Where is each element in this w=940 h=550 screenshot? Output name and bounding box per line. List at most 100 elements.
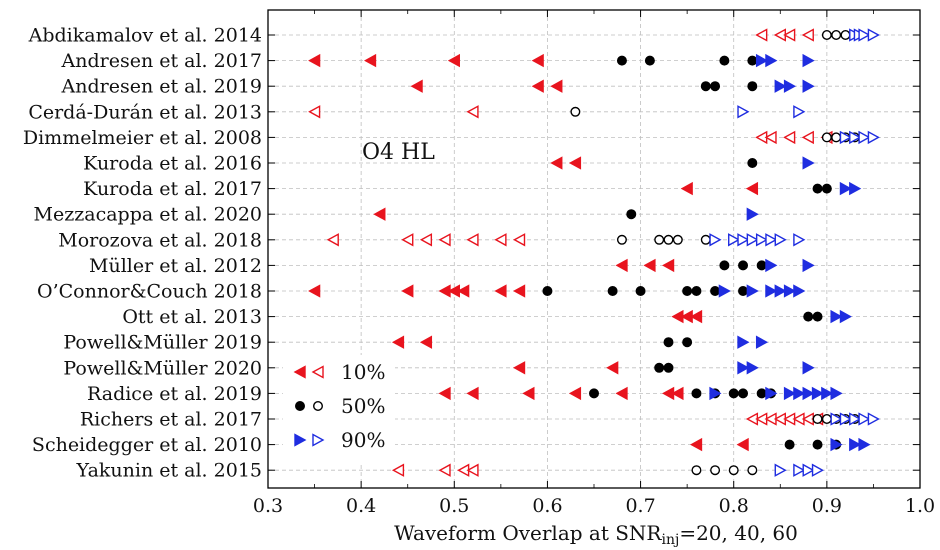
point-10pct bbox=[466, 233, 479, 247]
point-90pct bbox=[746, 284, 759, 298]
point-10pct bbox=[568, 156, 582, 170]
y-tick-label: Andresen et al. 2017 bbox=[61, 50, 262, 72]
point-90pct bbox=[802, 386, 815, 401]
point-10pct bbox=[690, 309, 703, 324]
point-10pct bbox=[447, 53, 460, 68]
point-10pct bbox=[308, 53, 321, 68]
point-90pct bbox=[765, 53, 778, 68]
point-90pct bbox=[737, 361, 750, 375]
point-10pct bbox=[401, 284, 414, 298]
point-10pct bbox=[801, 130, 814, 145]
point-50pct bbox=[616, 55, 627, 66]
point-10pct bbox=[466, 386, 479, 401]
y-tick-label: Richers et al. 2017 bbox=[80, 409, 262, 431]
y-tick-label: Powell&Müller 2020 bbox=[63, 357, 262, 379]
legend-label: 10% bbox=[341, 360, 385, 384]
point-90pct bbox=[867, 130, 880, 145]
point-90pct bbox=[728, 233, 741, 247]
point-50pct bbox=[728, 388, 739, 399]
data-points bbox=[308, 28, 880, 477]
point-50pct bbox=[700, 81, 711, 92]
point-10pct bbox=[550, 79, 563, 93]
point-90pct bbox=[755, 233, 769, 247]
point-10pct bbox=[326, 233, 339, 247]
point-10pct bbox=[438, 233, 451, 247]
point-50pct bbox=[831, 132, 842, 143]
point-10pct bbox=[662, 258, 675, 273]
point-50pct bbox=[663, 362, 674, 373]
point-90pct bbox=[774, 233, 787, 247]
point-50pct bbox=[570, 106, 581, 117]
y-tick-label: Morozova et al. 2018 bbox=[58, 229, 262, 251]
y-tick-label: Powell&Müller 2019 bbox=[63, 332, 262, 354]
point-90pct bbox=[737, 105, 750, 119]
legend-marker-open bbox=[313, 401, 324, 412]
point-90pct bbox=[709, 386, 722, 401]
point-10pct bbox=[531, 79, 544, 93]
point-10pct bbox=[391, 335, 405, 349]
point-90pct bbox=[839, 130, 852, 145]
point-50pct bbox=[821, 183, 832, 194]
y-tick-label: Scheidegger et al. 2010 bbox=[32, 434, 262, 456]
point-10pct bbox=[513, 284, 526, 298]
point-50pct bbox=[691, 388, 702, 399]
x-tick-label: 0.9 bbox=[812, 495, 842, 517]
point-50pct bbox=[719, 260, 730, 271]
point-10pct bbox=[438, 386, 451, 401]
legend-label: 50% bbox=[341, 394, 385, 418]
point-50pct bbox=[682, 286, 693, 297]
point-90pct bbox=[746, 361, 759, 375]
point-50pct bbox=[821, 30, 832, 41]
point-50pct bbox=[803, 311, 814, 322]
point-10pct bbox=[643, 258, 656, 273]
point-50pct bbox=[756, 388, 767, 399]
point-50pct bbox=[812, 414, 823, 425]
point-90pct bbox=[765, 233, 778, 247]
point-50pct bbox=[663, 234, 674, 245]
point-50pct bbox=[831, 30, 842, 41]
point-50pct bbox=[682, 337, 693, 348]
point-90pct bbox=[709, 233, 722, 247]
point-90pct bbox=[802, 156, 815, 170]
point-50pct bbox=[700, 234, 711, 245]
point-90pct bbox=[839, 309, 852, 324]
point-50pct bbox=[840, 30, 851, 41]
point-50pct bbox=[691, 465, 702, 476]
x-axis-label: Waveform Overlap at SNRinj=20, 40, 60 bbox=[394, 521, 798, 548]
point-50pct bbox=[812, 183, 823, 194]
point-90pct bbox=[793, 284, 806, 298]
x-tick-label: 0.6 bbox=[532, 495, 562, 517]
legend-marker-filled bbox=[294, 433, 307, 447]
point-10pct bbox=[373, 207, 386, 221]
y-tick-label: Abdikamalov et al. 2014 bbox=[28, 25, 262, 47]
point-10pct bbox=[531, 53, 544, 68]
point-10pct bbox=[568, 386, 582, 401]
legend-label: 90% bbox=[341, 428, 385, 452]
point-10pct bbox=[308, 105, 321, 119]
x-tick-label: 0.5 bbox=[439, 495, 469, 517]
point-10pct bbox=[419, 335, 433, 349]
point-10pct bbox=[308, 284, 321, 298]
point-10pct bbox=[550, 156, 563, 170]
point-90pct bbox=[755, 335, 769, 349]
legend-marker-open bbox=[311, 365, 324, 379]
point-90pct bbox=[802, 258, 815, 273]
point-90pct bbox=[774, 463, 787, 477]
point-50pct bbox=[635, 286, 646, 297]
point-90pct bbox=[858, 437, 871, 452]
point-90pct bbox=[802, 53, 815, 68]
point-10pct bbox=[606, 361, 619, 375]
point-90pct bbox=[783, 386, 797, 401]
point-50pct bbox=[728, 465, 739, 476]
point-90pct bbox=[849, 412, 862, 426]
y-tick-label: Radice et al. 2019 bbox=[87, 383, 262, 405]
point-10pct bbox=[494, 284, 507, 298]
point-90pct bbox=[774, 79, 787, 93]
point-90pct bbox=[858, 130, 871, 145]
axes: 0.3 0.4 0.5 0.6 0.7 0.8 0.9 1.0 Abdikamalov et a… bbox=[23, 10, 935, 517]
point-90pct bbox=[821, 386, 834, 401]
x-tick-label: 0.3 bbox=[253, 495, 283, 517]
point-90pct bbox=[858, 412, 871, 426]
point-10pct bbox=[391, 463, 405, 477]
